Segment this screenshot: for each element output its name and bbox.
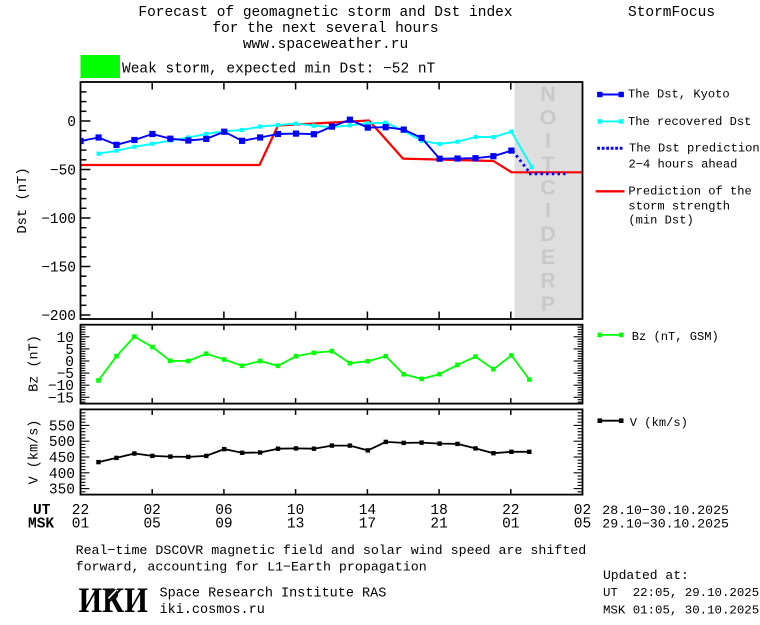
svg-text:400: 400 xyxy=(49,467,75,483)
svg-text:UT: UT xyxy=(33,503,51,519)
svg-text:09: 09 xyxy=(215,517,232,533)
svg-text:350: 350 xyxy=(49,483,75,499)
svg-text:450: 450 xyxy=(49,451,75,467)
svg-text:www.spaceweather.ru: www.spaceweather.ru xyxy=(243,37,408,53)
svg-text:500: 500 xyxy=(49,435,75,451)
svg-text:05: 05 xyxy=(143,517,160,533)
svg-text:0: 0 xyxy=(67,115,76,131)
svg-text:storm strength: storm strength xyxy=(628,200,730,214)
svg-text:The recovered Dst: The recovered Dst xyxy=(628,115,751,129)
svg-text:18: 18 xyxy=(430,503,447,519)
svg-text:17: 17 xyxy=(359,517,376,533)
svg-text:05: 05 xyxy=(574,517,591,533)
svg-text:28.10−30.10.2025: 28.10−30.10.2025 xyxy=(602,503,729,518)
svg-text:5: 5 xyxy=(65,343,74,359)
svg-text:ИКИ: ИКИ xyxy=(79,581,148,620)
svg-text:−15: −15 xyxy=(48,391,74,407)
svg-text:−10: −10 xyxy=(48,379,74,395)
svg-text:Bz (nT): Bz (nT) xyxy=(28,335,43,392)
svg-text:02: 02 xyxy=(574,503,591,519)
svg-text:22: 22 xyxy=(72,503,89,519)
svg-text:V (km/s): V (km/s) xyxy=(630,416,688,430)
svg-text:C: C xyxy=(540,175,556,199)
svg-text:UT 22:05, 29.10.2025: UT 22:05, 29.10.2025 xyxy=(603,586,759,600)
svg-text:Bz (nT, GSM): Bz (nT, GSM) xyxy=(632,330,719,344)
svg-text:01: 01 xyxy=(72,517,89,533)
svg-text:−5: −5 xyxy=(57,367,74,383)
svg-text:P: P xyxy=(541,292,555,316)
svg-text:06: 06 xyxy=(215,503,232,519)
svg-text:0: 0 xyxy=(65,355,74,371)
svg-text:22: 22 xyxy=(502,503,519,519)
svg-text:(min Dst): (min Dst) xyxy=(628,214,693,228)
svg-text:D: D xyxy=(540,222,556,246)
svg-text:02: 02 xyxy=(143,503,160,519)
svg-text:N: N xyxy=(540,82,556,106)
svg-text:iki.cosmos.ru: iki.cosmos.ru xyxy=(160,603,265,618)
svg-text:E: E xyxy=(541,245,555,269)
svg-text:R: R xyxy=(540,269,556,293)
svg-text:01: 01 xyxy=(502,517,519,533)
svg-text:−150: −150 xyxy=(41,261,76,277)
svg-text:Updated at:: Updated at: xyxy=(603,568,689,583)
svg-text:I: I xyxy=(545,199,551,223)
svg-text:Real−time DSCOVR magnetic fiel: Real−time DSCOVR magnetic field and sola… xyxy=(76,543,587,558)
svg-text:−50: −50 xyxy=(50,164,76,180)
svg-text:Dst (nT): Dst (nT) xyxy=(15,167,31,233)
svg-text:O: O xyxy=(540,105,557,129)
svg-text:29.10−30.10.2025: 29.10−30.10.2025 xyxy=(602,517,729,532)
svg-text:13: 13 xyxy=(287,517,304,533)
svg-text:Prediction of the: Prediction of the xyxy=(628,185,751,199)
svg-text:10: 10 xyxy=(287,503,304,519)
svg-text:10: 10 xyxy=(57,331,74,347)
svg-text:The Dst, Kyoto: The Dst, Kyoto xyxy=(628,88,730,102)
svg-text:Space Research Institute RAS: Space Research Institute RAS xyxy=(160,587,387,602)
svg-text:14: 14 xyxy=(359,503,376,519)
svg-text:MSK: MSK xyxy=(28,517,54,533)
svg-text:550: 550 xyxy=(49,419,75,435)
svg-text:for the next several hours: for the next several hours xyxy=(212,21,438,37)
svg-text:The Dst prediction: The Dst prediction xyxy=(629,142,760,156)
svg-text:StormFocus: StormFocus xyxy=(628,5,715,21)
svg-text:I: I xyxy=(545,129,551,153)
svg-text:21: 21 xyxy=(430,517,447,533)
svg-text:Forecast of geomagnetic storm: Forecast of geomagnetic storm and Dst in… xyxy=(138,5,512,21)
svg-text:2−4 hours ahead: 2−4 hours ahead xyxy=(629,157,738,171)
svg-text:MSK 01:05, 30.10.2025: MSK 01:05, 30.10.2025 xyxy=(603,603,759,617)
svg-text:T: T xyxy=(541,152,554,176)
svg-text:Weak storm, expected min Dst:: Weak storm, expected min Dst: −52 nT xyxy=(122,62,436,78)
svg-text:−200: −200 xyxy=(41,309,76,325)
svg-text:V (km/s): V (km/s) xyxy=(28,420,43,485)
svg-text:forward, accounting for L1−Ear: forward, accounting for L1−Earth propaga… xyxy=(76,559,427,574)
svg-text:−100: −100 xyxy=(41,212,76,228)
